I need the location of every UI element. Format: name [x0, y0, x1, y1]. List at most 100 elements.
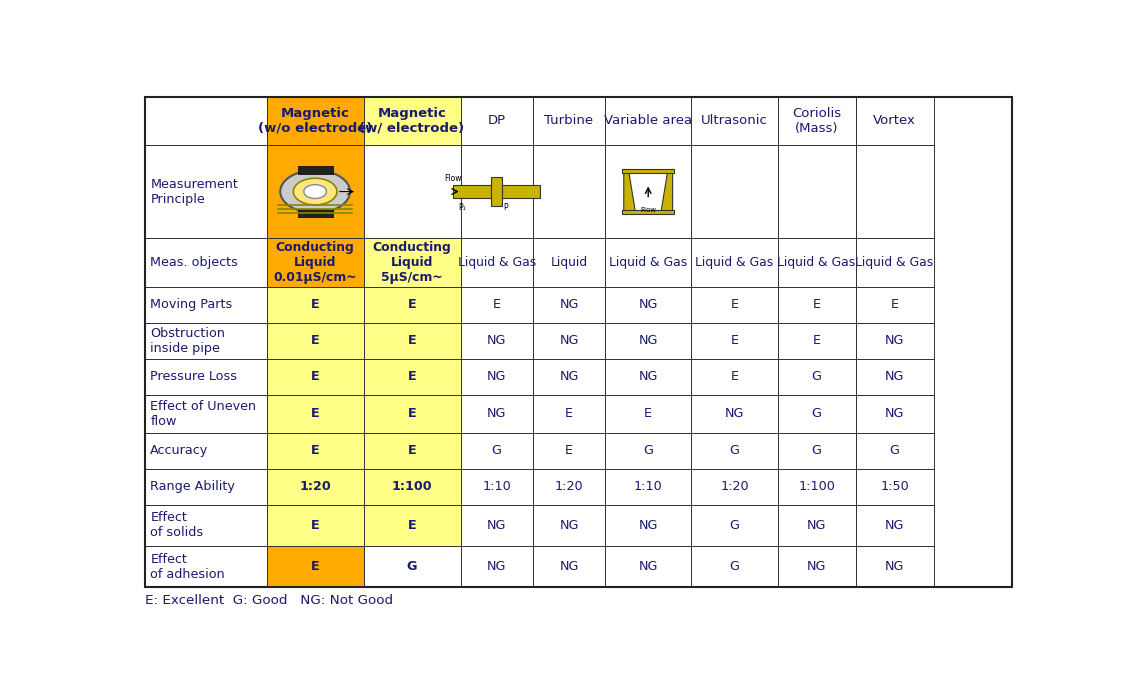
Text: E: E: [565, 407, 573, 420]
Bar: [778, 394, 856, 433]
Text: E: Excellent  G: Good   NG: Not Good: E: Excellent G: Good NG: Not Good: [145, 594, 393, 607]
Bar: [364, 323, 461, 359]
Text: 1:100: 1:100: [798, 480, 835, 493]
Text: E: E: [408, 334, 417, 347]
Text: NG: NG: [560, 334, 579, 347]
Text: Effect of Uneven
flow: Effect of Uneven flow: [151, 400, 257, 428]
Text: G: G: [812, 370, 822, 383]
Text: G: G: [730, 560, 740, 573]
Text: G: G: [812, 444, 822, 457]
Text: E: E: [311, 560, 320, 573]
Bar: [461, 359, 533, 394]
Bar: [145, 546, 267, 588]
Text: 1:20: 1:20: [555, 480, 583, 493]
Bar: [778, 238, 856, 287]
Text: Flow: Flow: [641, 207, 656, 213]
Text: NG: NG: [807, 560, 826, 573]
Bar: [605, 96, 691, 146]
Text: E: E: [311, 334, 320, 347]
Bar: [856, 394, 933, 433]
Bar: [533, 468, 605, 505]
Text: E: E: [731, 298, 739, 311]
Text: Liquid & Gas: Liquid & Gas: [609, 256, 687, 269]
Bar: [856, 323, 933, 359]
Text: Magnetic
(w/o electrode): Magnetic (w/o electrode): [258, 107, 373, 135]
Bar: [605, 394, 691, 433]
Bar: [778, 96, 856, 146]
Bar: [856, 96, 933, 146]
Text: Moving Parts: Moving Parts: [151, 298, 233, 311]
Bar: [691, 96, 778, 146]
Bar: [145, 433, 267, 468]
Bar: [605, 287, 691, 323]
Bar: [533, 505, 605, 546]
Bar: [364, 394, 461, 433]
Text: NG: NG: [486, 519, 507, 532]
Bar: [691, 323, 778, 359]
Bar: [461, 287, 533, 323]
Text: E: E: [813, 334, 821, 347]
Bar: [533, 96, 605, 146]
Circle shape: [304, 184, 327, 198]
Bar: [267, 238, 364, 287]
Bar: [533, 394, 605, 433]
Bar: [778, 468, 856, 505]
Text: Effect
of adhesion: Effect of adhesion: [151, 553, 225, 581]
Bar: [691, 468, 778, 505]
Bar: [145, 238, 267, 287]
Text: Flow: Flow: [445, 174, 462, 183]
Bar: [856, 468, 933, 505]
Bar: [691, 238, 778, 287]
Text: E: E: [731, 334, 739, 347]
Text: NG: NG: [807, 519, 826, 532]
Text: NG: NG: [885, 407, 904, 420]
Bar: [267, 468, 364, 505]
Text: NG: NG: [638, 560, 658, 573]
Bar: [856, 433, 933, 468]
Text: NG: NG: [885, 334, 904, 347]
Bar: [691, 287, 778, 323]
Text: E: E: [408, 444, 417, 457]
Text: G: G: [643, 444, 653, 457]
Text: 1:20: 1:20: [721, 480, 749, 493]
Bar: [856, 146, 933, 238]
Bar: [856, 287, 933, 323]
Bar: [364, 287, 461, 323]
Bar: [364, 505, 461, 546]
Text: NG: NG: [638, 334, 658, 347]
Text: NG: NG: [885, 560, 904, 573]
Bar: [605, 433, 691, 468]
Bar: [364, 146, 461, 238]
Text: E: E: [731, 370, 739, 383]
Bar: [533, 146, 605, 238]
Bar: [145, 394, 267, 433]
Bar: [461, 146, 533, 238]
Text: Vortex: Vortex: [873, 114, 917, 128]
Bar: [778, 359, 856, 394]
Bar: [533, 433, 605, 468]
Circle shape: [293, 178, 337, 205]
Bar: [778, 546, 856, 588]
Bar: [267, 287, 364, 323]
Bar: [691, 394, 778, 433]
Bar: [297, 166, 332, 175]
Text: Liquid & Gas: Liquid & Gas: [457, 256, 536, 269]
Text: Conducting
Liquid
5μS/cm~: Conducting Liquid 5μS/cm~: [373, 240, 452, 283]
Text: NG: NG: [885, 370, 904, 383]
Text: Obstruction
inside pipe: Obstruction inside pipe: [151, 326, 225, 355]
Text: NG: NG: [560, 560, 579, 573]
Text: 1:50: 1:50: [881, 480, 909, 493]
Text: G: G: [492, 444, 501, 457]
Text: E: E: [311, 407, 320, 420]
Bar: [778, 146, 856, 238]
Bar: [145, 505, 267, 546]
Text: P: P: [503, 203, 508, 212]
Text: NG: NG: [638, 298, 658, 311]
Text: NG: NG: [486, 370, 507, 383]
Bar: [461, 546, 533, 588]
Text: E: E: [311, 519, 320, 532]
Text: Coriolis
(Mass): Coriolis (Mass): [792, 107, 841, 135]
Bar: [461, 433, 533, 468]
Text: E: E: [493, 298, 501, 311]
Text: Liquid & Gas: Liquid & Gas: [696, 256, 774, 269]
